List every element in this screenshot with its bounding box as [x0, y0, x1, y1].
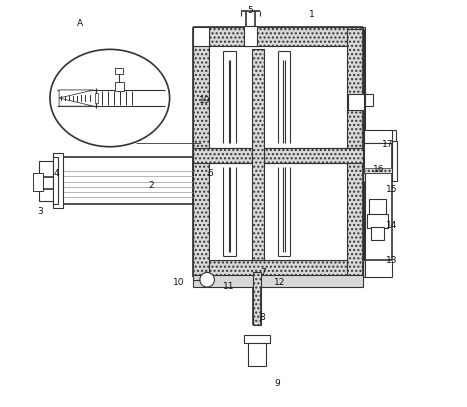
Text: 7: 7 [260, 268, 266, 277]
Bar [252, 49, 264, 260]
Bar [193, 29, 209, 276]
Bar [364, 143, 392, 173]
Text: 10: 10 [173, 278, 184, 287]
Bar [95, 93, 98, 103]
Bar [193, 147, 363, 163]
Text: 6: 6 [207, 168, 213, 177]
Ellipse shape [50, 49, 170, 147]
Text: 13: 13 [386, 256, 397, 265]
Text: 9: 9 [274, 379, 280, 389]
Bar [63, 157, 193, 204]
Text: 2: 2 [149, 181, 154, 190]
Bar [115, 82, 124, 91]
Bar [193, 260, 363, 276]
Bar [193, 27, 363, 49]
Text: 16: 16 [374, 164, 385, 173]
Bar [392, 141, 397, 181]
Bar [193, 275, 363, 287]
Bar [244, 335, 269, 344]
Text: 1: 1 [309, 11, 314, 20]
Bar [369, 199, 386, 216]
Bar [209, 163, 347, 260]
Bar [371, 227, 383, 240]
Text: 12: 12 [274, 278, 285, 287]
Bar [209, 46, 347, 147]
Bar [244, 26, 257, 46]
Bar [33, 173, 43, 191]
Bar [368, 214, 388, 228]
Text: 5: 5 [248, 7, 254, 15]
Bar [363, 27, 365, 276]
Text: 19: 19 [199, 96, 211, 105]
Bar [348, 94, 364, 110]
Bar [115, 68, 123, 74]
Bar [253, 272, 261, 325]
Text: 17: 17 [382, 140, 393, 149]
Bar [347, 29, 363, 276]
Text: 11: 11 [223, 282, 235, 291]
Bar [53, 157, 58, 204]
Polygon shape [59, 98, 93, 106]
Text: 14: 14 [386, 221, 397, 230]
Text: 8: 8 [260, 313, 266, 322]
Text: 15: 15 [386, 185, 397, 194]
Bar [39, 161, 53, 201]
Bar [53, 153, 63, 208]
Text: A: A [78, 18, 84, 28]
Circle shape [200, 272, 214, 287]
Bar [248, 344, 266, 366]
Text: 3: 3 [37, 207, 43, 216]
Bar [364, 130, 392, 143]
Text: 4: 4 [54, 168, 59, 177]
Bar [193, 27, 209, 46]
Polygon shape [59, 90, 93, 98]
Bar [364, 168, 392, 173]
